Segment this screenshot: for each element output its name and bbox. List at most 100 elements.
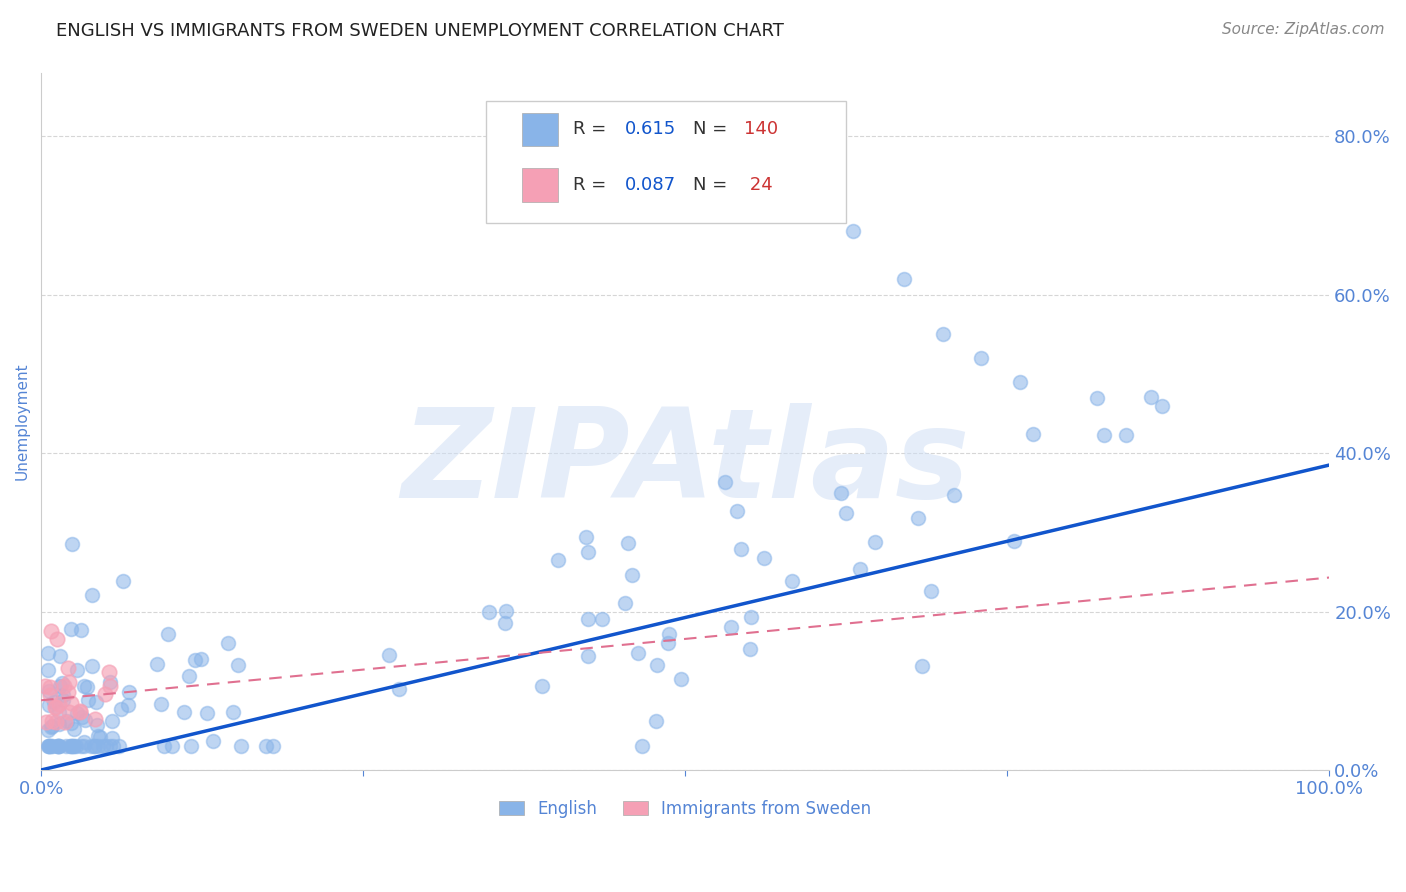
- Point: [613, 596, 636, 610]
- Point: [110, 702, 132, 716]
- Point: [388, 681, 411, 696]
- Point: [49, 649, 72, 664]
- Point: [83, 739, 105, 754]
- Point: [86, 717, 108, 731]
- Point: [75, 713, 97, 727]
- Text: R =: R =: [574, 177, 612, 194]
- Point: [780, 574, 803, 588]
- Point: [38, 698, 60, 712]
- Point: [38, 683, 60, 698]
- Point: [118, 684, 141, 698]
- Point: [82, 658, 104, 673]
- Point: [671, 673, 693, 687]
- Point: [48, 706, 70, 720]
- Point: [574, 530, 596, 544]
- Point: [65, 739, 87, 753]
- Point: [907, 510, 929, 524]
- Text: 0.615: 0.615: [624, 120, 676, 138]
- Point: [591, 612, 613, 626]
- Point: [73, 735, 96, 749]
- Point: [48, 679, 70, 693]
- Point: [80, 739, 103, 754]
- Point: [1150, 399, 1173, 413]
- Point: [920, 583, 942, 598]
- Point: [576, 612, 599, 626]
- Point: [48, 739, 70, 754]
- Point: [46, 739, 69, 754]
- Point: [1002, 534, 1025, 549]
- Point: [180, 739, 202, 754]
- Point: [66, 706, 89, 721]
- Point: [70, 709, 93, 723]
- Point: [645, 657, 668, 672]
- Point: [37, 739, 59, 754]
- Point: [226, 657, 249, 672]
- Point: [153, 739, 176, 754]
- Point: [56, 714, 79, 728]
- Point: [893, 272, 915, 286]
- Point: [478, 605, 501, 619]
- Point: [576, 649, 599, 664]
- Point: [830, 486, 852, 500]
- Point: [97, 665, 120, 679]
- Point: [59, 739, 82, 754]
- Point: [46, 739, 69, 754]
- Point: [37, 723, 59, 737]
- Point: [48, 697, 70, 711]
- Point: [46, 739, 69, 754]
- Point: [89, 730, 111, 744]
- Text: 0.087: 0.087: [624, 177, 676, 194]
- Point: [58, 661, 80, 675]
- Point: [39, 688, 62, 702]
- Point: [45, 632, 67, 647]
- Point: [82, 588, 104, 602]
- Point: [179, 668, 201, 682]
- Point: [100, 680, 122, 694]
- Point: [117, 698, 139, 712]
- Point: [1139, 390, 1161, 404]
- Text: R =: R =: [574, 120, 612, 138]
- Point: [45, 715, 67, 730]
- Point: [98, 675, 121, 690]
- Point: [725, 503, 748, 517]
- Point: [37, 663, 59, 677]
- Point: [38, 739, 60, 754]
- Point: [51, 675, 73, 690]
- Point: [531, 679, 554, 693]
- Text: 140: 140: [744, 120, 779, 138]
- Y-axis label: Unemployment: Unemployment: [15, 363, 30, 480]
- Point: [494, 616, 516, 631]
- Point: [740, 609, 762, 624]
- Point: [58, 674, 80, 689]
- Point: [41, 720, 63, 734]
- Point: [91, 739, 114, 754]
- Point: [1022, 427, 1045, 442]
- Text: ENGLISH VS IMMIGRANTS FROM SWEDEN UNEMPLOYMENT CORRELATION CHART: ENGLISH VS IMMIGRANTS FROM SWEDEN UNEMPL…: [56, 22, 785, 40]
- Point: [69, 705, 91, 719]
- Point: [378, 648, 401, 662]
- Point: [84, 712, 107, 726]
- Point: [1010, 375, 1032, 389]
- Point: [157, 627, 180, 641]
- Point: [149, 698, 172, 712]
- Point: [1115, 428, 1137, 442]
- Point: [62, 723, 84, 737]
- Point: [108, 739, 131, 754]
- Point: [98, 739, 121, 754]
- Point: [59, 739, 82, 754]
- Point: [59, 715, 82, 730]
- Point: [63, 739, 86, 754]
- Point: [911, 659, 934, 673]
- Point: [39, 680, 62, 694]
- Point: [87, 739, 110, 754]
- Point: [48, 717, 70, 731]
- Legend: English, Immigrants from Sweden: English, Immigrants from Sweden: [492, 793, 877, 824]
- Point: [35, 715, 58, 730]
- Point: [631, 739, 654, 754]
- Point: [70, 739, 93, 754]
- Point: [86, 695, 108, 709]
- Point: [621, 568, 644, 582]
- Point: [254, 739, 277, 754]
- Point: [77, 692, 100, 706]
- Point: [195, 706, 218, 720]
